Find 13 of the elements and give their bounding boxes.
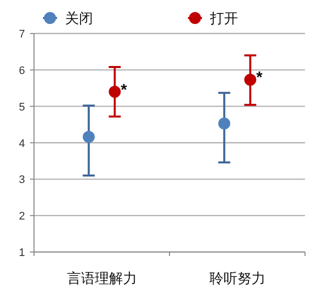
- y-tick-label: 7: [18, 28, 25, 40]
- y-tick-label: 3: [18, 174, 25, 186]
- x-tick-label: 言语理解力: [66, 270, 137, 286]
- y-tick-label: 5: [18, 101, 25, 114]
- y-tick-label: 1: [18, 247, 25, 259]
- y-tick-label: 4: [18, 138, 25, 150]
- y-tick-label: 6: [18, 64, 25, 77]
- legend-label: 关闭: [65, 10, 93, 26]
- annotation: *: [256, 70, 264, 87]
- annotation: *: [120, 82, 128, 99]
- x-tick-label: 聆听努力: [209, 270, 266, 286]
- y-tick-label: 2: [18, 210, 25, 223]
- legend-label: 打开: [209, 10, 238, 26]
